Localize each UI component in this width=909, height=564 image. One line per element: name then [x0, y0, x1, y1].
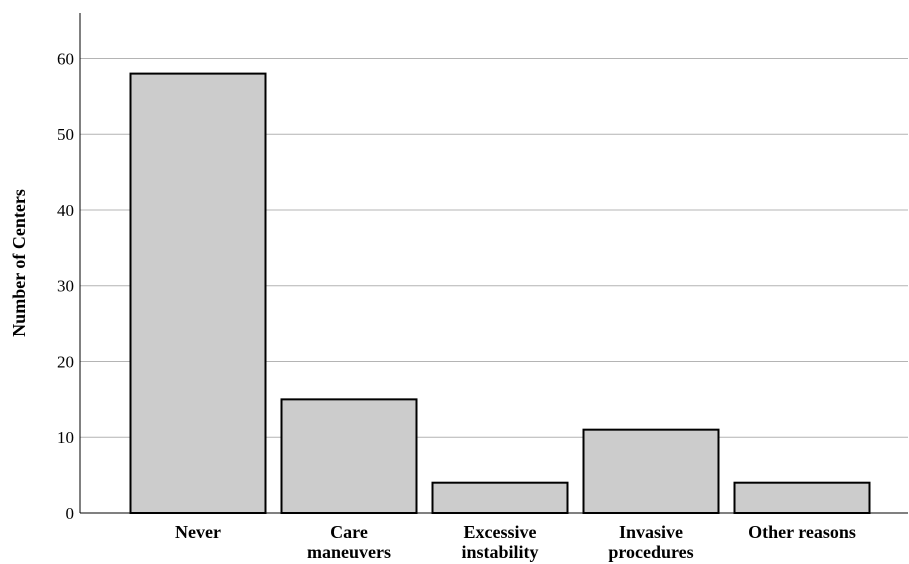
y-tick-label: 40: [57, 201, 74, 220]
y-tick-label: 50: [57, 125, 74, 144]
x-tick-label: Never: [175, 522, 221, 542]
y-tick-label: 60: [57, 49, 74, 68]
bar: [280, 398, 418, 515]
y-tick-label: 0: [66, 504, 75, 523]
bars: [129, 72, 871, 515]
x-tick-label: Excessive instability: [461, 522, 538, 562]
x-tick-label: Other reasons: [748, 522, 856, 542]
y-tick-labels: 0 10 20 30 40 50 60: [57, 49, 74, 523]
x-tick-labels: Never Care maneuvers Excessive instability In…: [175, 522, 856, 562]
bar: [129, 72, 267, 515]
axes: [79, 13, 908, 514]
x-tick-label: Invasive procedures: [608, 522, 693, 562]
y-tick-label: 30: [57, 277, 74, 296]
bar: [431, 481, 569, 514]
y-tick-label: 20: [57, 352, 74, 371]
y-tick-label: 10: [57, 428, 74, 447]
bar: [582, 428, 720, 514]
y-axis-title: Number of Centers: [9, 189, 29, 337]
bar: [733, 481, 871, 514]
x-tick-label: Care maneuvers: [307, 522, 391, 562]
